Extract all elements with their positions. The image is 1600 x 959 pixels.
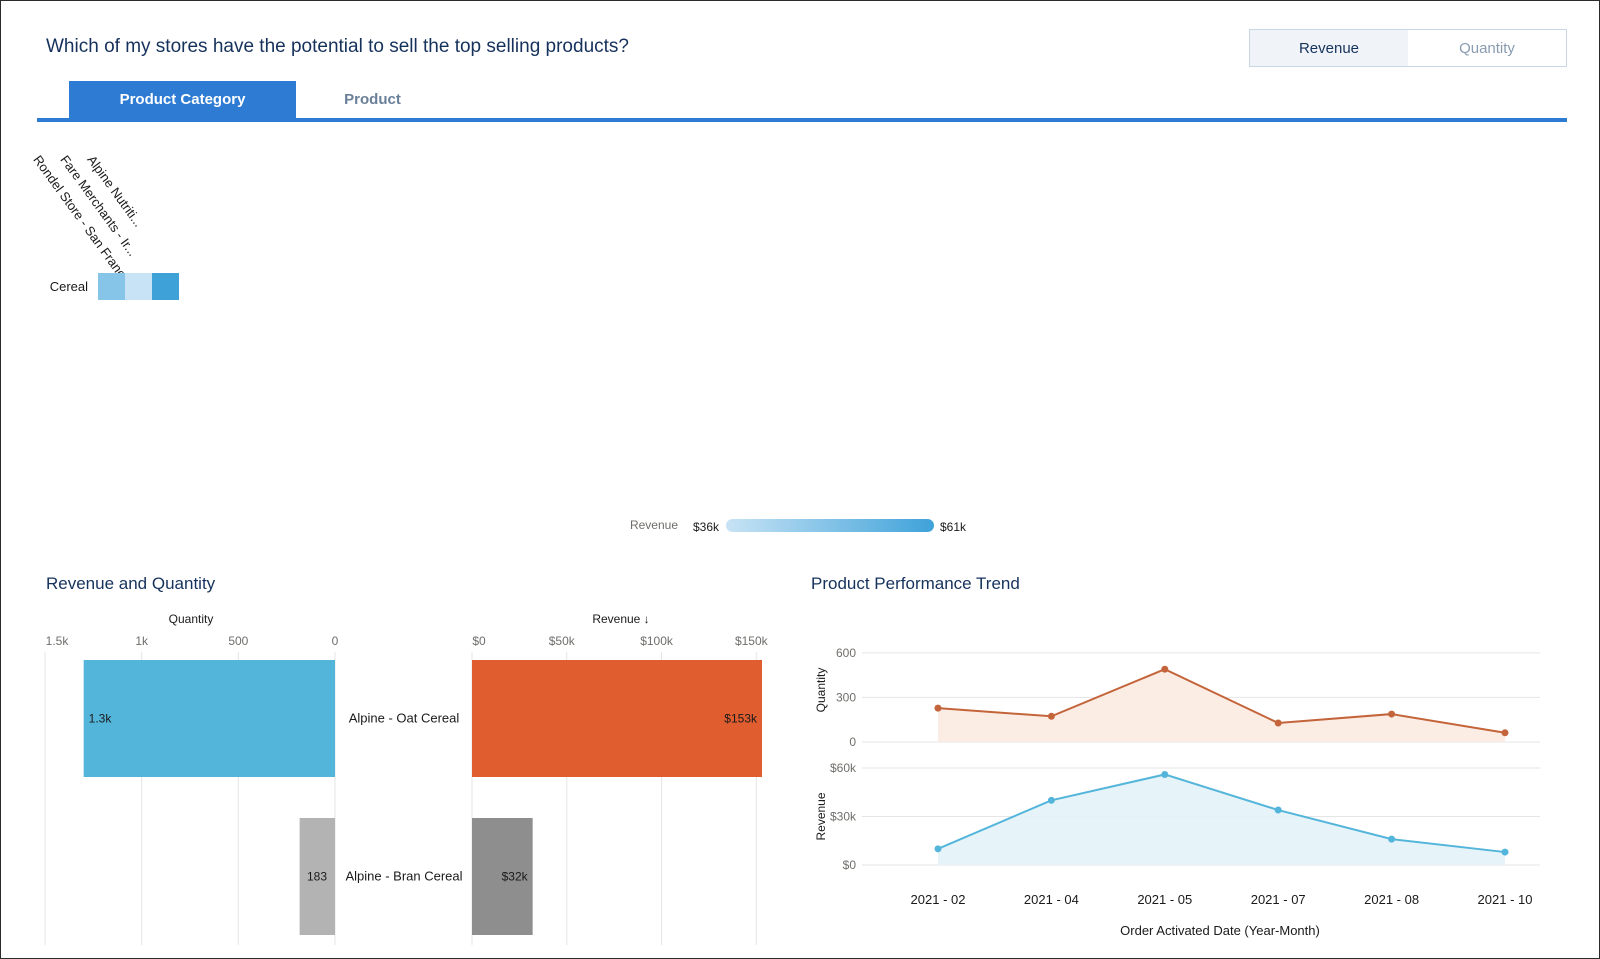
revenue-quantity-chart: Quantity 1.5k 1k 500 0 1.3k 183 Alpine - Oat Ce… — [44, 612, 769, 945]
trend-point[interactable] — [1274, 806, 1282, 814]
heatmap-cell[interactable] — [125, 273, 152, 300]
heatmap-legend-max: $61k — [940, 520, 967, 534]
trend-axis-title: Quantity — [814, 668, 828, 713]
trend-x-axis-title: Order Activated Date (Year-Month) — [1120, 923, 1320, 938]
trend-point[interactable] — [1388, 710, 1396, 718]
quantity-value-label: 1.3k — [89, 712, 113, 726]
quantity-tick-label: 1k — [135, 634, 149, 648]
revenue-value-label: $153k — [724, 712, 758, 726]
trend-axis-title: Revenue — [814, 792, 828, 840]
trend-x-tick-label: 2021 - 05 — [1137, 892, 1192, 907]
trend-title: Product Performance Trend — [811, 574, 1020, 593]
trend-point[interactable] — [934, 845, 942, 853]
quantity-bar[interactable] — [299, 818, 335, 935]
quantity-bar[interactable] — [83, 660, 336, 777]
trend-tick-label: 300 — [836, 690, 856, 704]
tab-product[interactable]: Product — [296, 81, 449, 120]
heatmap-legend-gradient — [726, 519, 934, 532]
trend-chart: Quantity 0 300 600 Revenue $0 $30k $60k 2021 - 0… — [814, 646, 1540, 938]
heatmap-legend-min: $36k — [693, 520, 720, 534]
trend-x-tick-label: 2021 - 10 — [1478, 892, 1533, 907]
revenue-tick-label: $50k — [549, 634, 576, 648]
quantity-toggle-button[interactable]: Quantity — [1408, 30, 1566, 66]
revenue-bar[interactable] — [472, 660, 762, 777]
trend-area — [938, 669, 1505, 742]
revenue-axis-title: Revenue ↓ — [592, 612, 649, 626]
trend-x-tick-label: 2021 - 02 — [911, 892, 966, 907]
heatmap-cell[interactable] — [98, 273, 125, 300]
trend-point[interactable] — [934, 704, 942, 712]
trend-point[interactable] — [1161, 770, 1169, 778]
revenue-toggle-button[interactable]: Revenue — [1250, 30, 1408, 66]
trend-x-tick-label: 2021 - 08 — [1364, 892, 1419, 907]
trend-line — [937, 668, 1506, 734]
trend-point[interactable] — [1047, 712, 1055, 720]
revenue-bar[interactable] — [472, 818, 533, 935]
trend-x-tick-label: 2021 - 04 — [1024, 892, 1079, 907]
bar-category-label: Alpine - Oat Cereal — [349, 711, 460, 726]
heatmap-row-label: Cereal — [50, 279, 88, 294]
trend-area — [938, 774, 1505, 865]
trend-point[interactable] — [1501, 729, 1509, 737]
bar-category-label: Alpine - Bran Cereal — [345, 869, 462, 884]
tab-underline — [37, 118, 1567, 122]
trend-tick-label: $0 — [843, 858, 857, 872]
revenue-value-label: $32k — [502, 870, 529, 884]
heatmap-chart: Rondel Store - San Franci...Fare Merchan… — [30, 152, 967, 534]
quantity-tick-label: 1.5k — [46, 634, 70, 648]
trend-tick-label: $30k — [830, 810, 857, 824]
trend-tick-label: $60k — [830, 761, 857, 775]
trend-tick-label: 600 — [836, 646, 856, 660]
page-title: Which of my stores have the potential to… — [46, 36, 629, 57]
revenue-tick-label: $100k — [640, 634, 674, 648]
trend-point[interactable] — [1161, 665, 1169, 673]
quantity-tick-label: 0 — [332, 634, 339, 648]
revenue-quantity-title: Revenue and Quantity — [46, 574, 216, 593]
trend-point[interactable] — [1047, 796, 1055, 804]
quantity-tick-label: 500 — [228, 634, 248, 648]
tab-product-category[interactable]: Product Category — [69, 81, 296, 118]
trend-line — [937, 773, 1506, 854]
quantity-axis-title: Quantity — [169, 612, 214, 626]
heatmap-cell[interactable] — [152, 273, 179, 300]
heatmap-legend-label: Revenue — [630, 518, 678, 532]
trend-x-tick-label: 2021 - 07 — [1251, 892, 1306, 907]
trend-tick-label: 0 — [849, 735, 856, 749]
revenue-tick-label: $150k — [735, 634, 769, 648]
trend-point[interactable] — [1274, 719, 1282, 727]
quantity-value-label: 183 — [307, 870, 327, 884]
tab-bar: Product Category Product — [37, 80, 1567, 124]
revenue-tick-label: $0 — [472, 634, 486, 648]
trend-point[interactable] — [1501, 848, 1509, 856]
trend-point[interactable] — [1388, 835, 1396, 843]
measure-toggle[interactable]: Revenue Quantity — [1249, 29, 1567, 67]
